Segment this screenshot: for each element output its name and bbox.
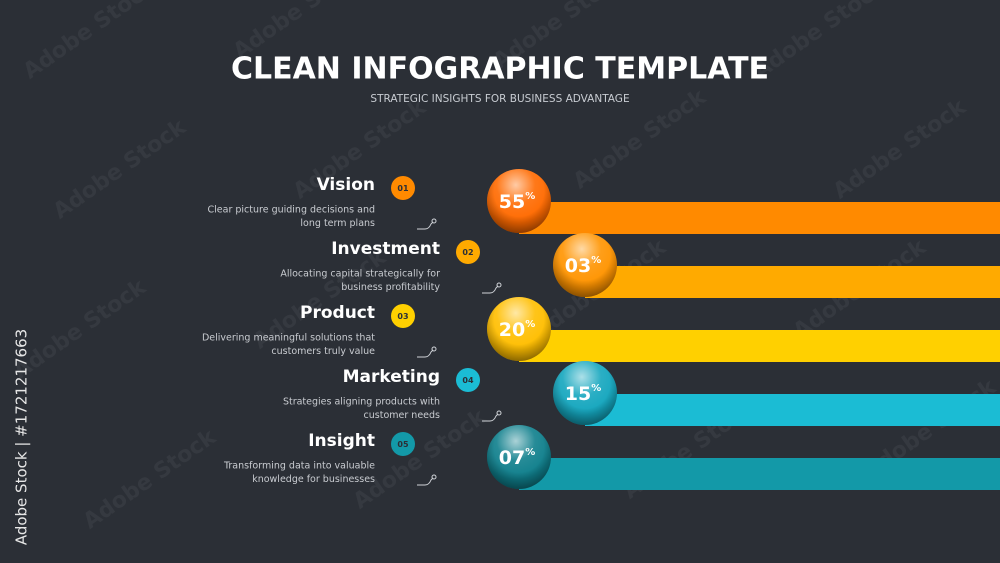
percent-label: 20%: [499, 319, 535, 341]
item-title: Insight: [308, 431, 375, 451]
item-title: Investment: [331, 239, 440, 259]
connector-dot: [431, 218, 437, 224]
percent-unit: %: [525, 191, 535, 202]
number-badge: [456, 240, 480, 264]
percent-unit: %: [591, 255, 601, 266]
number-badge: [456, 368, 480, 392]
percent-value: 55: [499, 191, 525, 213]
percent-value: 07: [499, 447, 525, 469]
connector-icon: [482, 413, 499, 422]
ball-highlight: [487, 425, 551, 489]
percent-label: 15%: [565, 383, 601, 405]
item-description: customer needs: [364, 410, 440, 421]
number-badge: [391, 304, 415, 328]
bar: [519, 458, 1000, 490]
item-description: business profitability: [341, 282, 440, 293]
percent-value: 03: [565, 255, 591, 277]
connector-icon: [417, 349, 434, 358]
item-description: Allocating capital strategically for: [280, 269, 440, 280]
connector-dot: [496, 410, 502, 416]
item-title: Product: [300, 303, 375, 323]
item-description: Delivering meaningful solutions that: [202, 333, 375, 344]
connector-icon: [417, 477, 434, 486]
ball-highlight: [553, 361, 617, 425]
item-number: 04: [462, 376, 474, 385]
connector-dot: [431, 346, 437, 352]
ball-highlight: [487, 297, 551, 361]
percent-unit: %: [525, 319, 535, 330]
connector-icon: [482, 285, 499, 294]
subtitle: STRATEGIC INSIGHTS FOR BUSINESS ADVANTAG…: [370, 93, 629, 105]
connector-dot: [496, 282, 502, 288]
item-description: knowledge for businesses: [252, 474, 375, 485]
item-number: 05: [397, 440, 409, 449]
item-number: 03: [397, 312, 408, 321]
percent-unit: %: [591, 383, 601, 394]
side-watermark: Adobe Stock | #1721217663: [13, 329, 31, 545]
percent-unit: %: [525, 447, 535, 458]
item-description: Transforming data into valuable: [223, 461, 375, 472]
item-description: Strategies aligning products with: [283, 397, 440, 408]
item-description: Clear picture guiding decisions and: [208, 205, 376, 216]
title: CLEAN INFOGRAPHIC TEMPLATE: [231, 52, 769, 87]
number-badge: [391, 176, 415, 200]
connector-dot: [431, 474, 437, 480]
bar: [585, 394, 1000, 426]
ball-highlight: [487, 169, 551, 233]
item-description: customers truly value: [271, 346, 375, 357]
percent-value: 20: [499, 319, 525, 341]
item-title: Vision: [317, 175, 375, 195]
connector-icon: [417, 221, 434, 230]
percent-label: 07%: [499, 447, 535, 469]
item-description: long term plans: [300, 218, 375, 229]
item-number: 02: [462, 248, 473, 257]
bar: [519, 330, 1000, 362]
bar: [519, 202, 1000, 234]
ball-highlight: [553, 233, 617, 297]
item-title: Marketing: [343, 367, 440, 387]
number-badge: [391, 432, 415, 456]
percent-value: 15: [565, 383, 591, 405]
percent-label: 03%: [565, 255, 601, 277]
bar: [585, 266, 1000, 298]
item-number: 01: [397, 184, 409, 193]
percent-label: 55%: [499, 191, 535, 213]
